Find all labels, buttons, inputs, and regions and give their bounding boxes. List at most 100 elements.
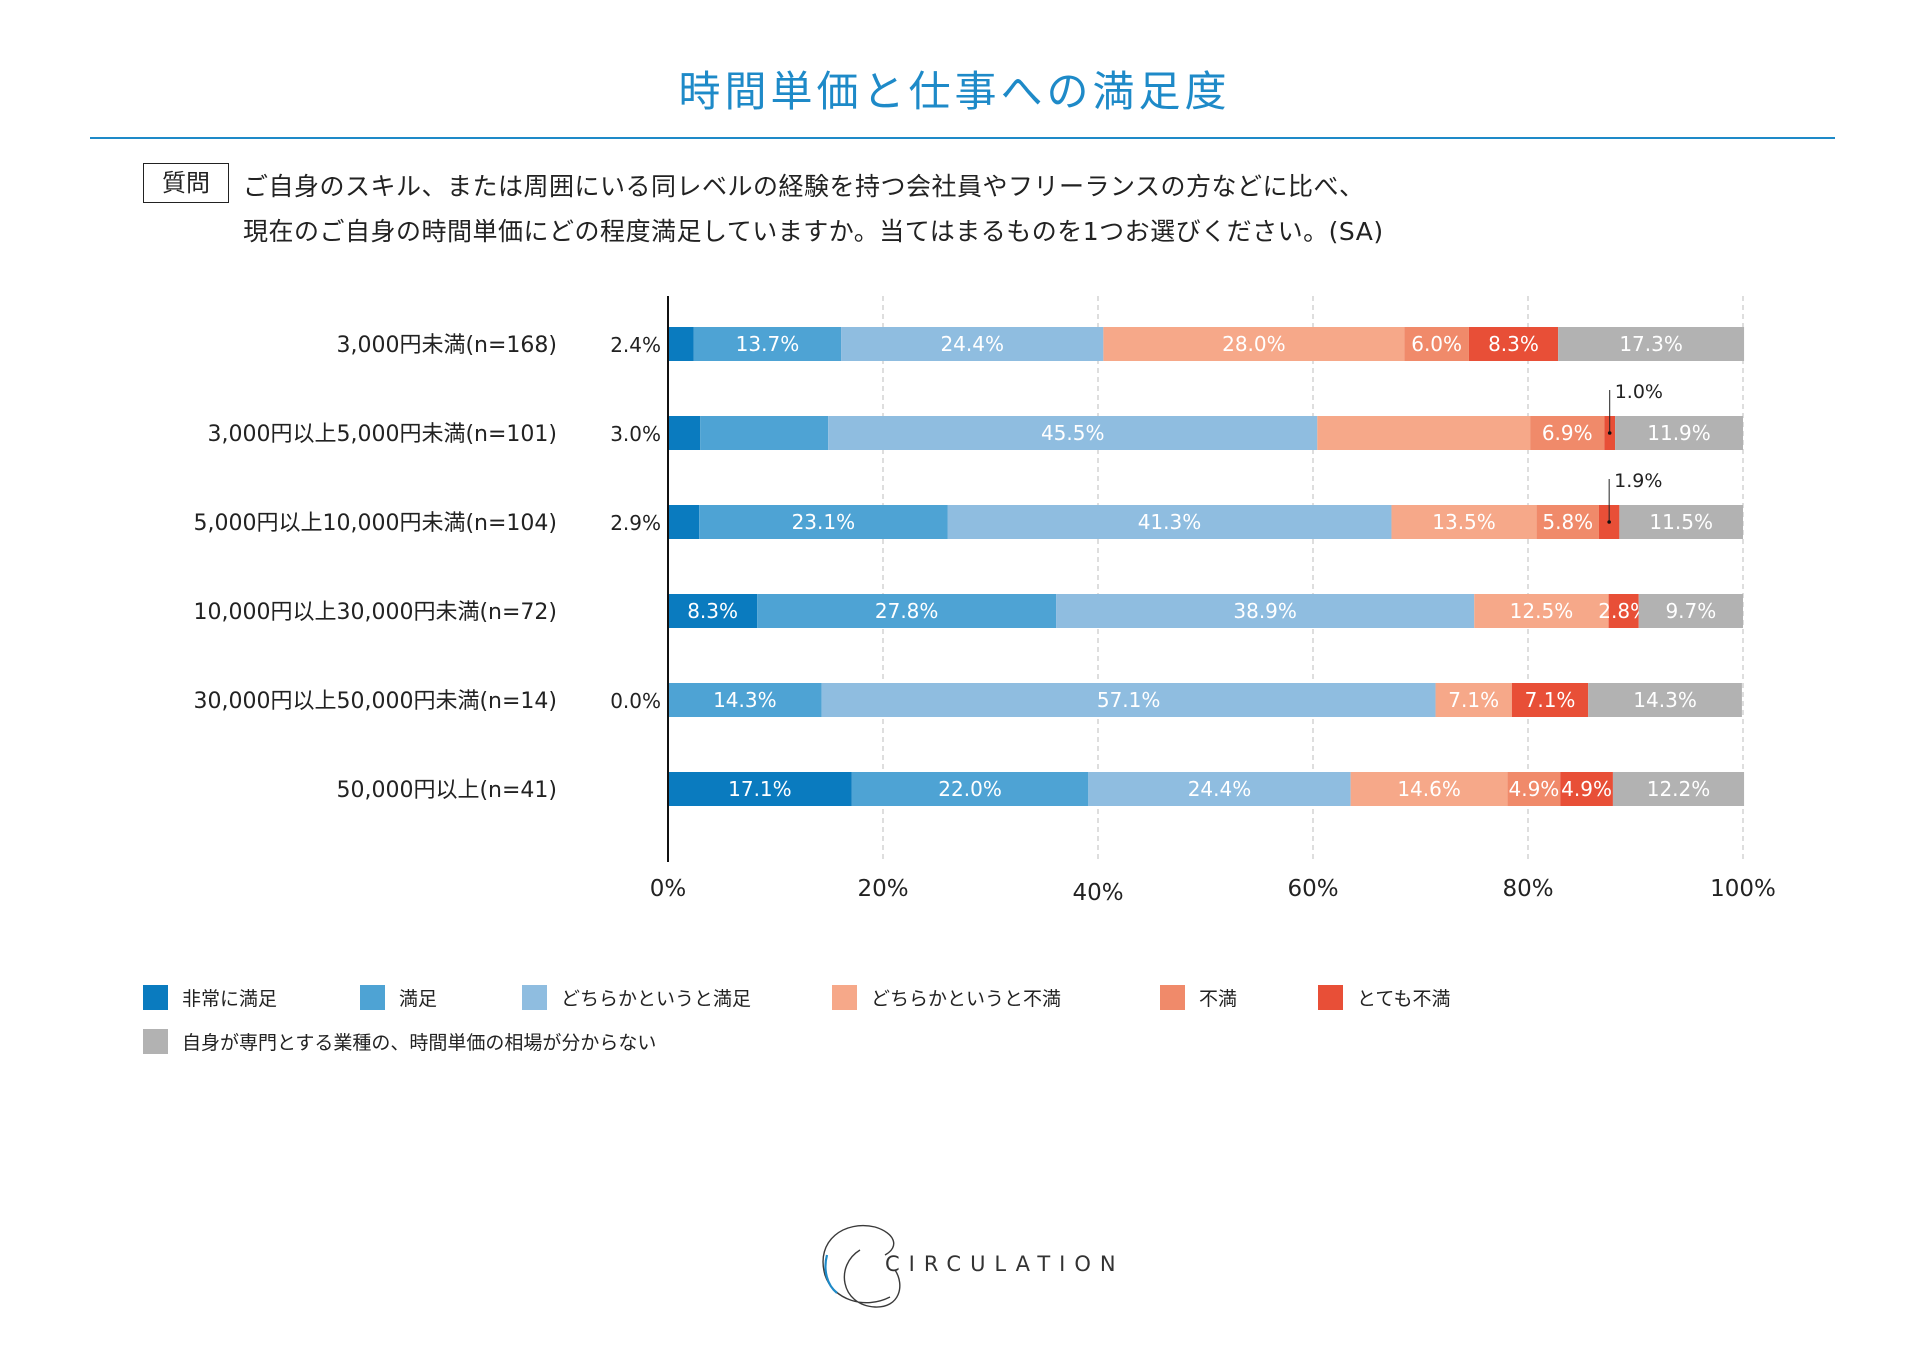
bar-segment xyxy=(668,683,822,717)
data-label: 12.2% xyxy=(1647,777,1711,801)
category-label: 10,000円以上30,000円未満(n=72) xyxy=(194,600,558,625)
data-label: 3.0% xyxy=(610,422,661,446)
data-label: 11.5% xyxy=(1649,510,1713,534)
legend-item: どちらかというと不満 xyxy=(832,984,1061,1011)
bar-segment xyxy=(1088,772,1351,806)
data-label: 17.1% xyxy=(728,777,792,801)
legend-item: 不満 xyxy=(1160,984,1237,1011)
legend-label: 非常に満足 xyxy=(182,988,278,1010)
data-label: 11.9% xyxy=(1647,421,1711,445)
bar-segment xyxy=(1350,772,1508,806)
brand-name: CIRCULATION xyxy=(885,1252,1125,1276)
bar-segment xyxy=(947,505,1392,539)
title-divider xyxy=(90,137,1835,139)
x-tick-label: 80% xyxy=(1502,876,1553,902)
data-label: 12.5% xyxy=(1510,599,1574,623)
bar-segment xyxy=(668,505,700,539)
data-label: 6.0% xyxy=(1411,332,1462,356)
data-label: 7.1% xyxy=(1525,688,1576,712)
data-label: 0.0% xyxy=(610,689,661,713)
legend-item: 自身が専門とする業種の、時間単価の相場が分からない xyxy=(143,1028,656,1055)
legend-swatch xyxy=(360,985,385,1010)
question-text-line-2: 現在のご自身の時間単価にどの程度満足していますか。当てはまるものを1つお選びくだ… xyxy=(243,217,1384,246)
legend-label: 自身が専門とする業種の、時間単価の相場が分からない xyxy=(182,1032,657,1054)
bar-segment xyxy=(1468,327,1559,361)
data-label: 28.0% xyxy=(1222,332,1286,356)
data-label: 6.9% xyxy=(1542,421,1593,445)
bar-segment xyxy=(1612,772,1745,806)
legend-label: どちらかというと満足 xyxy=(561,988,752,1010)
callout-dot xyxy=(1607,431,1612,435)
legend-swatch xyxy=(143,985,168,1010)
bar-segment xyxy=(668,772,852,806)
legend-swatch xyxy=(1318,985,1343,1010)
bar-segment xyxy=(693,327,842,361)
data-label: 8.3% xyxy=(1488,332,1539,356)
data-label: 4.9% xyxy=(1509,777,1560,801)
bar-segment xyxy=(1608,594,1639,628)
bar-segment xyxy=(1317,416,1531,450)
legend-swatch xyxy=(143,1029,168,1054)
legend-item: とても不満 xyxy=(1318,984,1450,1011)
bar-segment xyxy=(1404,327,1469,361)
data-label: 2.9% xyxy=(610,511,661,535)
category-label: 3,000円未満(n=168) xyxy=(336,333,557,358)
bar-segment xyxy=(699,505,948,539)
legend-swatch xyxy=(832,985,857,1010)
data-label: 14.3% xyxy=(1633,688,1697,712)
data-label: 22.0% xyxy=(938,777,1002,801)
bar-segment xyxy=(668,327,694,361)
x-tick-label: 100% xyxy=(1710,876,1776,902)
bar-segment xyxy=(1588,683,1742,717)
data-label: 7.1% xyxy=(1448,688,1499,712)
data-label: 27.8% xyxy=(875,599,939,623)
callout-dot xyxy=(1607,520,1611,524)
bar-segment xyxy=(851,772,1089,806)
bar-segment xyxy=(668,594,758,628)
data-label: 17.3% xyxy=(1619,332,1683,356)
bar-segment xyxy=(821,683,1436,717)
legend-label: 満足 xyxy=(399,988,438,1010)
bar-segment xyxy=(700,416,829,450)
data-label: 57.1% xyxy=(1097,688,1161,712)
legend-swatch xyxy=(522,985,547,1010)
bar-segment xyxy=(841,327,1104,361)
page-title: 時間単価と仕事への満足度 xyxy=(678,67,1231,116)
legend-label: とても不満 xyxy=(1357,988,1451,1010)
x-tick-label: 40% xyxy=(1072,880,1123,906)
data-label: 1.0% xyxy=(1615,381,1663,403)
legend-item: 非常に満足 xyxy=(143,984,277,1011)
bar-segment xyxy=(757,594,1057,628)
data-label: 8.3% xyxy=(687,599,738,623)
x-tick-label: 60% xyxy=(1287,876,1338,902)
data-label: 45.5% xyxy=(1041,421,1105,445)
legend-swatch xyxy=(1160,985,1185,1010)
x-tick-label: 20% xyxy=(857,876,908,902)
data-label: 2.4% xyxy=(610,333,661,357)
data-label: 24.4% xyxy=(1188,777,1252,801)
bar-segment xyxy=(1560,772,1613,806)
bar-segment xyxy=(1103,327,1405,361)
bar-segment xyxy=(668,416,701,450)
legend-item: どちらかというと満足 xyxy=(522,984,751,1011)
data-label: 24.4% xyxy=(940,332,1004,356)
data-label: 38.9% xyxy=(1233,599,1297,623)
bar-segment xyxy=(1638,594,1743,628)
bar-segment xyxy=(1619,505,1743,539)
data-label: 13.5% xyxy=(1432,510,1496,534)
bar-segment xyxy=(1507,772,1561,806)
data-label: 9.7% xyxy=(1665,599,1716,623)
category-label: 30,000円以上50,000円未満(n=14) xyxy=(194,689,558,714)
data-label: 1.9% xyxy=(1614,470,1662,492)
data-label: 23.1% xyxy=(792,510,856,534)
bar-segment xyxy=(1536,505,1599,539)
data-label: 13.7% xyxy=(736,332,800,356)
question-label: 質問 xyxy=(143,163,229,203)
bar-segment xyxy=(1615,416,1743,450)
circulation-logo-icon xyxy=(822,1225,901,1308)
bar-segment xyxy=(1530,416,1605,450)
bar-segment xyxy=(1558,327,1745,361)
legend-label: どちらかというと不満 xyxy=(871,988,1062,1010)
bar-segment xyxy=(1056,594,1475,628)
question-text-line-1: ご自身のスキル、または周囲にいる同レベルの経験を持つ会社員やフリーランスの方など… xyxy=(243,172,1365,201)
